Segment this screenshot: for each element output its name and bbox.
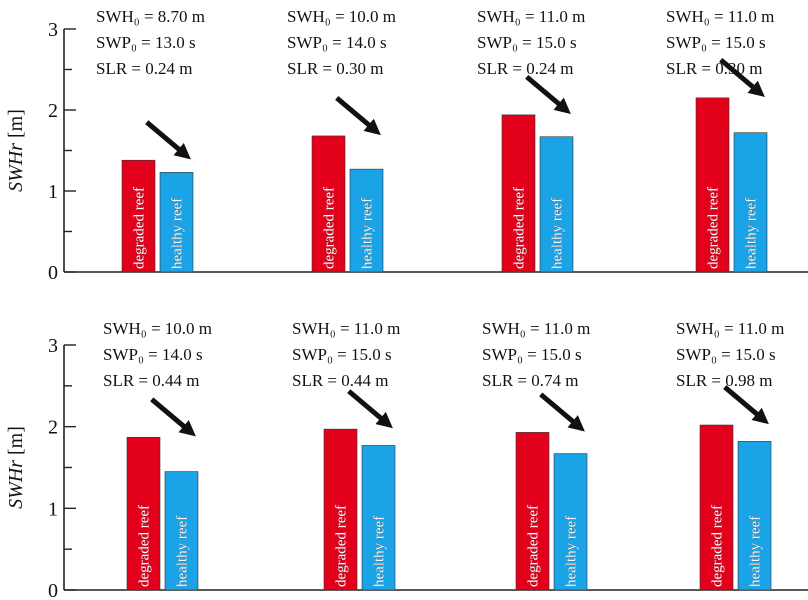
annotation-line: SWP₀ = 14.0 s [287,33,387,52]
panel-1: 0 1 2 3 SWHr [m] SWH₀ = 8.70 m SWP₀ = 13.0 s SL… [5,7,808,284]
annotation-line: SWH₀ = 8.70 m [96,7,205,26]
y-tick-label: 1 [48,498,58,520]
healthy-reef-bar [737,441,772,591]
y-tick-label: 2 [48,100,58,122]
decrease-arrow-icon [719,57,765,98]
bar-label: degraded reef [710,505,726,587]
degraded-reef-bar [121,159,156,273]
bar-label: degraded reef [512,187,528,269]
y-axis-label: SWHr [m] [5,109,27,192]
annotation-line: SWP₀ = 15.0 s [666,33,766,52]
healthy-reef-bar [159,172,194,273]
bar-label: healthy reef [170,198,186,269]
y-axis-label-main: SWH [5,149,27,192]
bar-label: healthy reef [748,516,764,587]
bar-label: degraded reef [706,187,722,269]
bar-label: degraded reef [334,505,350,587]
annotation-line: SWP₀ = 14.0 s [103,345,203,364]
healthy-reef-bar [361,445,396,591]
degraded-reef-bar [515,432,550,591]
bar-group-1: SWH₀ = 10.0 m SWP₀ = 14.0 s SLR = 0.44 m de… [103,319,212,591]
y-tick-label: 3 [48,19,58,41]
bar-group-3: SWH₀ = 11.0 m SWP₀ = 15.0 s SLR = 0.74 m de… [482,319,590,591]
y-axis-label-italic: r [5,460,27,468]
annotation-line: SLR = 0.24 m [477,59,574,78]
bar-label: healthy reef [372,516,388,587]
annotation-line: SWP₀ = 15.0 s [676,345,776,364]
annotation-line: SWH₀ = 11.0 m [666,7,774,26]
bar-group-3: SWH₀ = 11.0 m SWP₀ = 15.0 s SLR = 0.24 m de… [477,7,585,273]
bar-group-1: SWH₀ = 8.70 m SWP₀ = 13.0 s SLR = 0.24 m de… [96,7,205,273]
bar-label: degraded reef [132,187,148,269]
bar-label: degraded reef [137,505,153,587]
degraded-reef-bar [311,135,346,273]
bar-label: healthy reef [175,516,191,587]
bar-label: healthy reef [360,198,376,269]
bar-label: degraded reef [526,505,542,587]
annotation-line: SWH₀ = 11.0 m [676,319,784,338]
annotation-line: SWP₀ = 15.0 s [477,33,577,52]
annotation-line: SWH₀ = 10.0 m [287,7,396,26]
degraded-reef-bar [126,436,161,591]
degraded-reef-bar [699,424,734,591]
bar-label: healthy reef [564,516,580,587]
y-axis-label-unit: [m] [5,109,27,143]
annotation-line: SLR = 0.98 m [676,371,773,390]
annotation-line: SLR = 0.44 m [103,371,200,390]
y-tick-label: 0 [48,262,58,284]
annotation-line: SLR = 0.44 m [292,371,389,390]
bar-label: degraded reef [322,187,338,269]
annotation-line: SLR = 0.30 m [287,59,384,78]
bar-label: healthy reef [550,198,566,269]
annotation-line: SWP₀ = 15.0 s [482,345,582,364]
healthy-reef-bar [539,136,574,273]
panel-2: 0 1 2 3 SWHr [m] SWH₀ = 10.0 m SWP₀ = 14.0 s SL… [5,319,808,600]
healthy-reef-bar [733,132,768,273]
bar-group-4: SWH₀ = 11.0 m SWP₀ = 15.0 s SLR = 0.98 m de… [676,319,784,591]
degraded-reef-bar [323,428,358,591]
degraded-reef-bar [695,97,730,273]
bar-group-2: SWH₀ = 11.0 m SWP₀ = 15.0 s SLR = 0.44 m de… [292,319,400,591]
y-tick-label: 2 [48,417,58,439]
annotation-line: SWH₀ = 10.0 m [103,319,212,338]
decrease-arrow-icon [335,96,381,136]
annotation-line: SWH₀ = 11.0 m [292,319,400,338]
healthy-reef-bar [349,168,384,273]
bar-group-4: SWH₀ = 11.0 m SWP₀ = 15.0 s SLR = 0.30 m de… [666,7,774,273]
bar-group-2: SWH₀ = 10.0 m SWP₀ = 14.0 s SLR = 0.30 m de… [287,7,396,273]
bar-label: healthy reef [744,198,760,269]
decrease-arrow-icon [539,392,585,432]
decrease-arrow-icon [723,385,769,425]
decrease-arrow-icon [145,120,191,160]
annotation-line: SLR = 0.30 m [666,59,763,78]
y-axis-label-unit: [m] [5,426,27,460]
annotation-line: SLR = 0.24 m [96,59,193,78]
annotation-line: SLR = 0.74 m [482,371,579,390]
healthy-reef-bar [164,471,199,591]
y-tick-label: 0 [48,580,58,600]
annotation-line: SWP₀ = 15.0 s [292,345,392,364]
y-tick-label: 3 [48,335,58,357]
y-axis-label-main: SWH [5,466,27,509]
annotation-line: SWH₀ = 11.0 m [477,7,585,26]
decrease-arrow-icon [347,389,393,429]
annotation-line: SWP₀ = 13.0 s [96,33,196,52]
annotation-line: SWH₀ = 11.0 m [482,319,590,338]
degraded-reef-bar [501,114,536,273]
healthy-reef-bar [553,453,588,591]
decrease-arrow-icon [525,74,571,115]
y-axis-label-italic: r [5,143,27,151]
decrease-arrow-icon [150,397,196,437]
y-axis-label: SWHr [m] [5,426,27,509]
y-tick-label: 1 [48,181,58,203]
